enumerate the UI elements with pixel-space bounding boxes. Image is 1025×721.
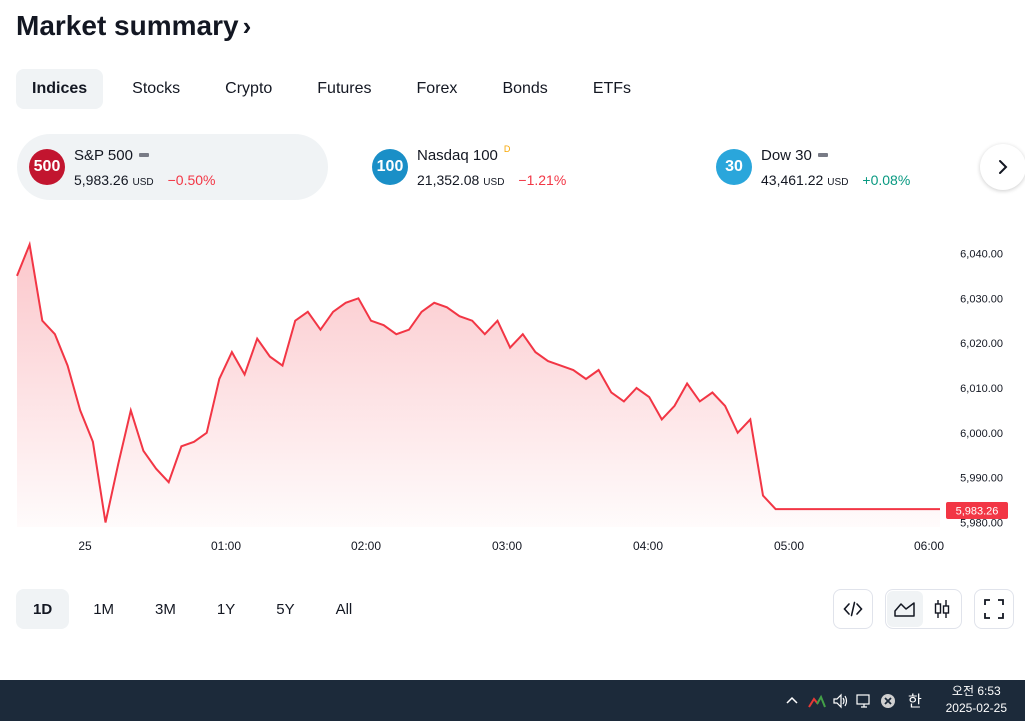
clock-date: 2025-02-25: [945, 701, 1007, 715]
last-price-text: 5,983.26: [956, 506, 999, 518]
index-price: 43,461.22: [761, 171, 824, 188]
range-selector: 1D 1M 3M 1Y 5Y All: [16, 589, 376, 629]
x-tick-label: 25: [78, 539, 92, 553]
page-title[interactable]: Market summary: [16, 10, 239, 41]
index-cards: 500 S&P 500 5,983.26 USD −0.50% 100 Nasd…: [17, 134, 1025, 200]
x-tick-label: 02:00: [351, 539, 381, 553]
tab-crypto[interactable]: Crypto: [225, 80, 273, 97]
y-tick-label: 6,010.00: [960, 383, 1003, 395]
index-card-dow30[interactable]: 30 Dow 30 43,461.22 USD +0.08%: [704, 134, 994, 200]
network-icon[interactable]: [856, 693, 874, 709]
index-card-sp500[interactable]: 500 S&P 500 5,983.26 USD −0.50%: [17, 134, 328, 200]
index-price: 5,983.26: [74, 171, 129, 188]
tab-stocks[interactable]: Stocks: [132, 80, 181, 97]
chevron-right-icon: [999, 160, 1008, 174]
index-change: +0.08%: [862, 171, 911, 188]
price-chart[interactable]: 6,040.00 6,030.00 6,020.00 6,010.00 6,000.00…: [0, 230, 1025, 560]
dow30-badge: 30: [716, 149, 752, 185]
y-tick-label: 6,040.00: [960, 248, 1003, 260]
index-name: S&P 500: [74, 146, 133, 164]
range-1d[interactable]: 1D: [16, 589, 70, 629]
app-tray-icon[interactable]: [808, 693, 826, 709]
x-tick-label: 05:00: [774, 539, 804, 553]
fullscreen-button[interactable]: [974, 589, 1014, 629]
last-price-label: 5,983.26: [946, 502, 1008, 519]
y-tick-label: 6,020.00: [960, 338, 1003, 350]
index-card-nasdaq100[interactable]: 100 Nasdaq 100 D 21,352.08 USD −1.21%: [360, 134, 660, 200]
next-cards-button[interactable]: [980, 144, 1025, 190]
x-tick-label: 03:00: [492, 539, 522, 553]
delayed-flag: D: [503, 144, 511, 154]
x-tick-label: 01:00: [211, 539, 241, 553]
index-name: Nasdaq 100: [417, 146, 498, 164]
chevron-up-icon[interactable]: [784, 693, 800, 709]
candles-chart-button[interactable]: [924, 591, 960, 627]
tab-indices[interactable]: Indices: [16, 69, 104, 109]
chevron-right-icon[interactable]: ›: [242, 10, 252, 41]
tab-forex[interactable]: Forex: [416, 80, 458, 97]
area-chart-button[interactable]: [887, 591, 923, 627]
index-change: −0.50%: [167, 171, 216, 188]
market-status-icon: [138, 153, 149, 157]
x-tick-label: 06:00: [914, 539, 944, 553]
windows-taskbar: 한 오전 6:53 2025-02-25: [0, 680, 1025, 721]
index-currency: USD: [827, 176, 849, 188]
clock-time: 오전 6:53: [951, 684, 1001, 698]
tab-bonds[interactable]: Bonds: [502, 80, 548, 97]
candlestick-icon: [934, 600, 950, 618]
index-change: −1.21%: [518, 171, 567, 188]
market-status-icon: [817, 153, 828, 157]
y-axis: 6,040.00 6,030.00 6,020.00 6,010.00 6,000.00…: [960, 248, 1003, 529]
y-tick-label: 5,990.00: [960, 473, 1003, 485]
y-tick-label: 6,000.00: [960, 428, 1003, 440]
y-tick-label: 6,030.00: [960, 293, 1003, 305]
x-axis: 25 01:00 02:00 03:00 04:00 05:00 06:00: [78, 539, 944, 553]
tab-futures[interactable]: Futures: [317, 80, 372, 97]
index-name: Dow 30: [761, 146, 812, 164]
index-price: 21,352.08: [417, 171, 480, 188]
price-area: [17, 244, 940, 527]
category-tabs: Indices Stocks Crypto Futures Forex Bond…: [16, 69, 660, 109]
taskbar-clock[interactable]: 오전 6:53 2025-02-25: [946, 683, 1007, 717]
tab-etfs[interactable]: ETFs: [592, 80, 632, 97]
range-3m[interactable]: 3M: [155, 600, 176, 618]
ime-indicator[interactable]: 한: [908, 693, 922, 710]
market-summary-title[interactable]: Market summary ›: [16, 10, 251, 42]
y-tick-label: 5,980.00: [960, 518, 1003, 530]
index-currency: USD: [483, 176, 505, 188]
sp500-badge: 500: [29, 149, 65, 185]
index-currency: USD: [132, 176, 154, 188]
chart-style-toggle: [885, 589, 962, 629]
nasdaq100-badge: 100: [372, 149, 408, 185]
speaker-icon[interactable]: [832, 693, 850, 709]
area-chart-icon: [894, 602, 915, 617]
fullscreen-icon: [984, 599, 1004, 619]
range-1m[interactable]: 1M: [93, 600, 115, 618]
disconnected-icon[interactable]: [880, 693, 896, 709]
x-tick-label: 04:00: [633, 539, 663, 553]
price-line: [16, 240, 940, 523]
range-1y[interactable]: 1Y: [216, 600, 236, 618]
code-icon: [843, 601, 863, 617]
system-tray: 한: [784, 680, 922, 721]
range-all[interactable]: All: [335, 600, 353, 618]
embed-button[interactable]: [833, 589, 873, 629]
range-5y[interactable]: 5Y: [276, 600, 295, 618]
